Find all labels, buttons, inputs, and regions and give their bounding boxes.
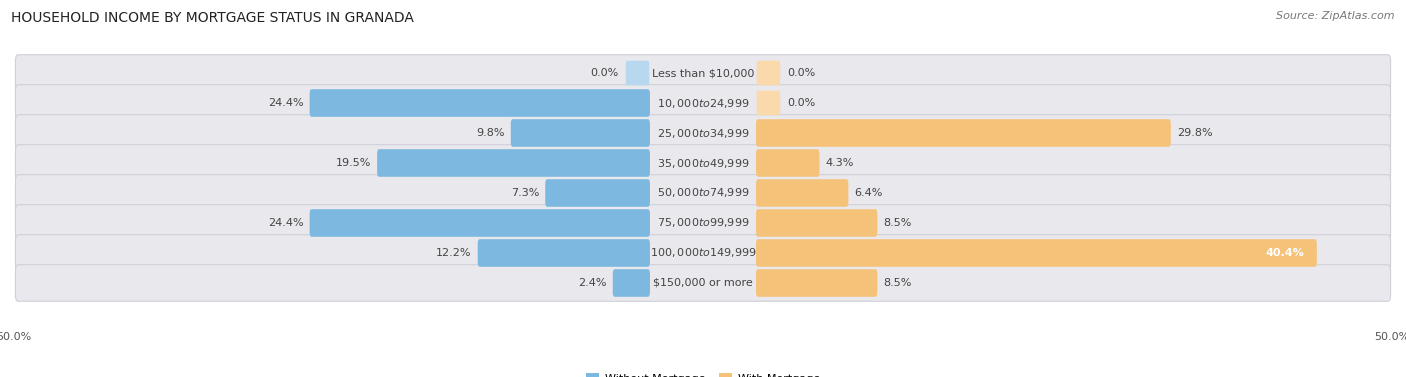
- Text: $50,000 to $74,999: $50,000 to $74,999: [657, 187, 749, 199]
- FancyBboxPatch shape: [15, 175, 1391, 211]
- Text: $100,000 to $149,999: $100,000 to $149,999: [650, 247, 756, 259]
- FancyBboxPatch shape: [478, 239, 650, 267]
- Text: HOUSEHOLD INCOME BY MORTGAGE STATUS IN GRANADA: HOUSEHOLD INCOME BY MORTGAGE STATUS IN G…: [11, 11, 415, 25]
- Text: $25,000 to $34,999: $25,000 to $34,999: [657, 127, 749, 139]
- Text: 2.4%: 2.4%: [578, 278, 606, 288]
- FancyBboxPatch shape: [309, 89, 650, 117]
- FancyBboxPatch shape: [15, 115, 1391, 151]
- FancyBboxPatch shape: [15, 235, 1391, 271]
- FancyBboxPatch shape: [626, 61, 650, 85]
- Legend: Without Mortgage, With Mortgage: Without Mortgage, With Mortgage: [586, 373, 820, 377]
- Text: Less than $10,000: Less than $10,000: [652, 68, 754, 78]
- FancyBboxPatch shape: [756, 239, 1317, 267]
- Text: 40.4%: 40.4%: [1265, 248, 1303, 258]
- FancyBboxPatch shape: [377, 149, 650, 177]
- FancyBboxPatch shape: [756, 61, 780, 85]
- Text: 0.0%: 0.0%: [787, 68, 815, 78]
- Text: $150,000 or more: $150,000 or more: [654, 278, 752, 288]
- Text: 19.5%: 19.5%: [336, 158, 371, 168]
- FancyBboxPatch shape: [613, 269, 650, 297]
- FancyBboxPatch shape: [756, 269, 877, 297]
- FancyBboxPatch shape: [756, 179, 848, 207]
- Text: 9.8%: 9.8%: [477, 128, 505, 138]
- FancyBboxPatch shape: [546, 179, 650, 207]
- Text: $75,000 to $99,999: $75,000 to $99,999: [657, 216, 749, 230]
- FancyBboxPatch shape: [15, 265, 1391, 301]
- FancyBboxPatch shape: [15, 205, 1391, 241]
- FancyBboxPatch shape: [309, 209, 650, 237]
- Text: $10,000 to $24,999: $10,000 to $24,999: [657, 97, 749, 109]
- FancyBboxPatch shape: [756, 149, 820, 177]
- Text: 12.2%: 12.2%: [436, 248, 471, 258]
- Text: 24.4%: 24.4%: [267, 218, 304, 228]
- FancyBboxPatch shape: [510, 119, 650, 147]
- FancyBboxPatch shape: [15, 145, 1391, 181]
- FancyBboxPatch shape: [756, 91, 780, 115]
- FancyBboxPatch shape: [15, 85, 1391, 121]
- Text: 4.3%: 4.3%: [825, 158, 853, 168]
- Text: 6.4%: 6.4%: [855, 188, 883, 198]
- FancyBboxPatch shape: [756, 209, 877, 237]
- Text: 0.0%: 0.0%: [591, 68, 619, 78]
- Text: 24.4%: 24.4%: [267, 98, 304, 108]
- FancyBboxPatch shape: [15, 55, 1391, 91]
- FancyBboxPatch shape: [756, 119, 1171, 147]
- Text: 8.5%: 8.5%: [883, 278, 912, 288]
- Text: 29.8%: 29.8%: [1177, 128, 1212, 138]
- Text: 8.5%: 8.5%: [883, 218, 912, 228]
- Text: 0.0%: 0.0%: [787, 98, 815, 108]
- Text: $35,000 to $49,999: $35,000 to $49,999: [657, 156, 749, 170]
- Text: 7.3%: 7.3%: [510, 188, 538, 198]
- Text: Source: ZipAtlas.com: Source: ZipAtlas.com: [1277, 11, 1395, 21]
